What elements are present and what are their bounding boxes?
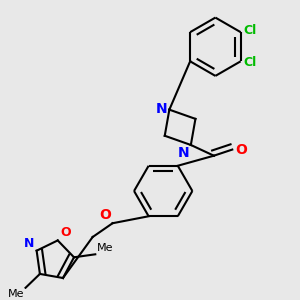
Text: N: N [178,146,189,161]
Text: O: O [99,208,111,222]
Text: N: N [155,102,167,116]
Text: Me: Me [8,289,24,299]
Text: O: O [60,226,71,239]
Text: Cl: Cl [244,56,257,69]
Text: Cl: Cl [244,24,257,37]
Text: Me: Me [97,243,113,253]
Text: O: O [235,142,247,157]
Text: N: N [24,237,34,250]
